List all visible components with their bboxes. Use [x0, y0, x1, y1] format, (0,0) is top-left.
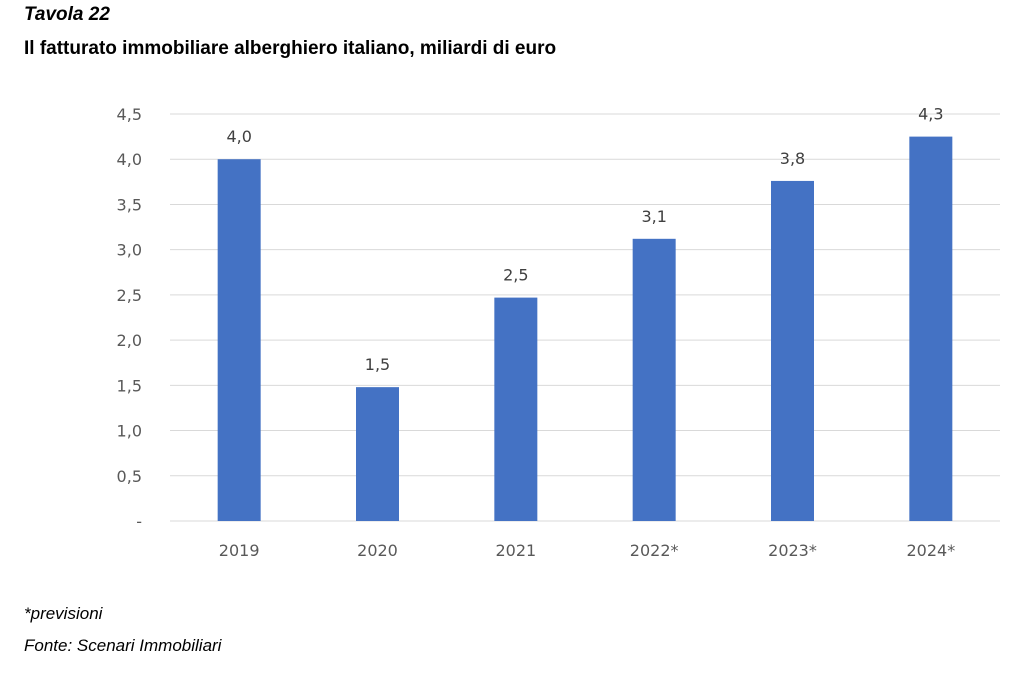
bars	[217, 136, 953, 521]
data-label: 2,5	[503, 266, 528, 285]
data-label: 4,3	[918, 105, 943, 124]
x-tick-label: 2021	[495, 541, 536, 560]
y-tick-label: 4,0	[117, 150, 142, 169]
y-tick-label: 2,5	[117, 286, 142, 305]
source-note: Fonte: Scenari Immobiliari	[24, 636, 222, 655]
data-labels: 4,0 1,5 2,5 3,1 3,8 4,3	[226, 105, 943, 375]
bar-2023	[771, 180, 814, 521]
y-tick-label: 3,0	[117, 241, 142, 260]
data-label: 1,5	[365, 355, 390, 374]
data-label: 4,0	[226, 127, 251, 146]
x-tick-label: 2020	[357, 541, 398, 560]
bar-2022	[632, 238, 676, 521]
y-tick-label: 1,0	[117, 422, 142, 441]
x-tick-label: 2019	[219, 541, 260, 560]
bar-2019	[217, 159, 261, 521]
y-axis-ticks: - 0,5 1,0 1,5 2,0 2,5 3,0 3,5 4,0 4,5	[117, 105, 142, 531]
x-axis-labels: 2019 2020 2021 2022* 2023* 2024*	[219, 541, 955, 560]
x-tick-label: 2023*	[768, 541, 817, 560]
y-tick-label: -	[136, 512, 142, 531]
x-tick-label: 2024*	[906, 541, 955, 560]
chart-title: Il fatturato immobiliare alberghiero ita…	[24, 38, 557, 59]
bar-chart: - 0,5 1,0 1,5 2,0 2,5 3,0 3,5 4,0 4,5 4,0 1,5 2,5 3,…	[117, 105, 1000, 560]
footnote: *previsioni	[24, 604, 103, 623]
y-tick-label: 3,5	[117, 195, 142, 214]
y-tick-label: 2,0	[117, 331, 142, 350]
data-label: 3,1	[641, 207, 666, 226]
y-tick-label: 0,5	[117, 467, 142, 486]
y-tick-label: 1,5	[117, 376, 142, 395]
y-tick-label: 4,5	[117, 105, 142, 124]
bar-2024	[909, 136, 953, 521]
gridlines	[170, 113, 1000, 522]
table-number: Tavola 22	[24, 4, 110, 25]
bar-2021	[494, 297, 538, 521]
x-tick-label: 2022*	[630, 541, 679, 560]
bar-2020	[356, 387, 399, 521]
data-label: 3,8	[780, 149, 805, 168]
